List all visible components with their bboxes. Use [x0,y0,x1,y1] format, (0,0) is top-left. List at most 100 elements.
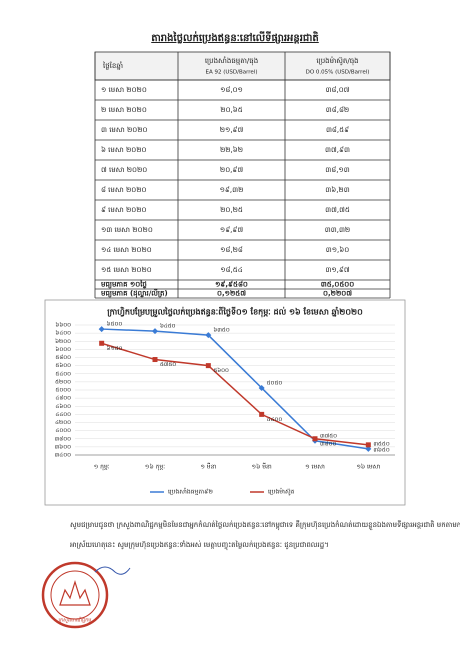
table-cell: ១៤ មេសា ២០២០ [101,246,152,254]
point [258,384,265,391]
table-cell: ៩ មេសា ២០២០ [101,206,147,214]
paragraph: អាស្រ័យហេតុនេះ សូមក្រុមហ៊ុនប្រេងឥន្ធនៈទា… [70,540,329,551]
table-cell: ០,២២០៧ [323,290,352,298]
table-cell: ១៥ មេសា ២០២០ [101,266,152,274]
point [205,332,212,339]
table-cell: ២១,៩៧ [220,126,244,134]
y-tick-label: ៤២០០ [55,419,71,426]
table-cell: ១៩,៣២ [220,186,244,194]
title: តារាងថ្លៃលក់ប្រេងឥន្ធនៈនៅលើទីផ្សារអន្តរជ… [151,31,319,44]
x-tick-label: ១៦ កុម្ភៈ [145,464,165,471]
table-cell: ៣៨,៥៩ [326,126,349,134]
header-row [94,51,391,81]
table-cell: មធ្យមភាគ ១០ថ្ងៃ [101,280,147,289]
signature [94,566,131,575]
data-label: ៦៤៥០ [160,323,176,330]
point [365,442,371,448]
table-cell: ២០,៦៥ [220,106,242,114]
table-cell: ៣៨,១៣ [325,166,349,174]
data-label: ៦៣៥០ [213,327,229,334]
x-tick-label: ១៦ មេសា [356,464,380,471]
table-cell: ០,១២៥៧ [217,290,246,298]
point [312,436,318,442]
table-cell: មធ្យមភាគ (ដុល្លារ/លីត្រ) [101,289,168,299]
y-tick-label: ៣៦០០ [55,443,71,450]
y-tick-label: ៦០០០ [55,346,71,353]
y-tick-label: ៣៤០០ [55,452,71,459]
y-tick-label: ៤០០០ [55,427,71,434]
table-cell: ៣ មេសា ២០២០ [101,126,148,134]
data-label: ៣៧៥០ [320,432,337,439]
y-tick-label: ៥៨០០ [55,354,71,361]
table-cell: ៣១,៩៧ [325,266,349,274]
column-header: ប្រេងសាំងធម្មតា/ធុង [205,56,258,66]
table-cell: ១៨,២៨ [220,246,243,254]
series-line [101,328,369,450]
table-cell: ១៨,៥៤ [220,266,242,274]
data-label: ៣៥៥០ [373,440,389,447]
y-tick-label: ៦៤០០ [55,330,71,337]
table-cell: ៣៥,០៥០០ [321,281,354,289]
data-label: ៣៨០០ [320,440,336,447]
table-cell: ៣៦,២៣ [325,186,349,194]
data-label: ៤៤០០ [267,416,283,423]
table-cell: ៣៨,០៧ [326,86,350,94]
table-cell: ១៩,៩៧ [220,226,243,234]
chart-title: ក្រាហ្វិកបម្រែបម្រួលថ្លៃលក់ប្រេងឥន្ធនៈពី… [107,307,363,318]
table-cell: ១ មេសា ២០២០ [101,86,147,94]
y-tick-label: ៦៦០០ [55,322,71,329]
series-line [101,342,369,446]
table-cell: ៣៧,៩៣ [325,146,350,154]
y-tick-label: ៤៤០០ [55,411,71,418]
column-header: EA 92 (USD/Barrel) [206,70,258,76]
table-cell: ២ មេសា ២០២០ [101,106,147,114]
table-cell: ២២,៦២ [220,146,243,154]
point [152,357,158,363]
table-cell: ៣១,៦០ [326,246,349,254]
legend-label: ប្រេងម៉ាស៊ូត [268,488,295,496]
table-cell: ២០,៩៧ [220,166,243,174]
table-cell: ៨ មេសា ២០២០ [101,186,147,194]
paragraph: សូមជម្រាបជូនថា ក្រសួងពាណិជ្ជកម្មមិនមែនជា… [70,520,460,531]
x-tick-label: ១ មីនា [200,463,216,471]
table-cell: ១៣ មេសា ២០២០ [101,226,153,234]
point [98,326,105,333]
table-cell: ៣៧,៧៥ [325,206,350,214]
table-cell: ១៩,៩៥៨០ [215,281,248,289]
point [205,363,211,369]
column-header: DO 0.05% (USD/Barrel) [306,70,370,76]
y-tick-label: ៣៨០០ [55,435,71,442]
data-label: ៥០៥០ [267,379,283,386]
chart-frame [44,299,406,506]
table-cell: ៦ មេសា ២០២០ [101,146,147,154]
point [365,445,372,452]
table-cell: ២០,២៥ [220,206,243,214]
point [259,411,265,417]
x-tick-label: ១ មេសា [305,464,325,471]
data-label: ៦១៥០ [107,345,123,352]
point [152,328,158,335]
table-cell: ៧ មេសា ២០២០ [101,166,147,174]
y-tick-label: ៤៨០០ [55,395,71,402]
y-tick-label: ៤៦០០ [55,403,71,410]
legend-label: ប្រេងសាំងធម្មតា៩២ [168,488,213,496]
data-label: ៥៦០០ [213,367,229,374]
data-label: ៣៦៥០ [373,446,389,453]
x-tick-label: ១ កុម្ភៈ [94,464,110,471]
stamp-inner [50,570,100,620]
data-label: ៦៥០០ [107,321,123,328]
table-cell: ៣៨,៨២ [326,106,349,114]
y-tick-label: ៦២០០ [55,338,71,345]
stamp-text: ក្រសួងពាណិជ្ជកម្ម [59,617,92,624]
point [99,340,105,346]
column-header: ថ្ងៃខែឆ្នាំ [102,61,123,70]
stamp-emblem [59,579,91,606]
stamp [41,561,109,629]
y-tick-label: ៥៤០០ [55,370,71,377]
y-tick-label: ៥៦០០ [55,362,71,369]
column-header: ប្រេងម៉ាស៊ូត/ធុង [316,56,358,66]
table-cell: ១៨,០១ [220,86,243,94]
y-tick-label: ៥២០០ [55,378,71,385]
data-label: ៥៧៥០ [160,361,176,368]
